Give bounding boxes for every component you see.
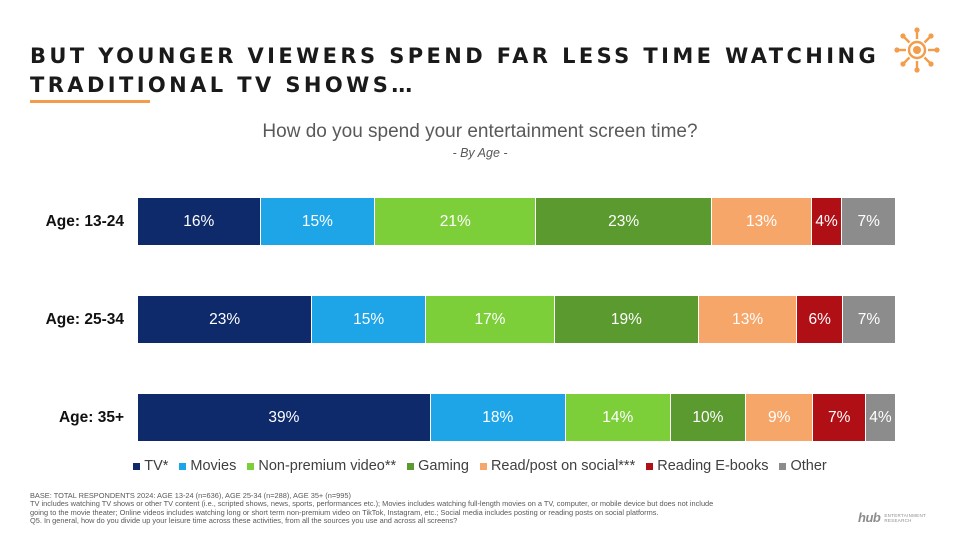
bar-segment: 15% [312,296,427,343]
bar-segment: 9% [745,394,814,441]
footnotes: BASE: TOTAL RESPONDENTS 2024: AGE 13-24 … [30,492,850,526]
legend-label: Read/post on social*** [490,458,636,474]
bar-segment: 23% [138,296,313,343]
row-label: Age: 35+ [58,409,124,426]
heading-line-1: BUT YOUNGER VIEWERS SPEND FAR LESS TIME … [30,44,880,68]
legend-label: Other [790,458,827,474]
bar-segment: 39% [138,394,431,441]
legend-swatch [646,462,654,470]
bar-segment: 14% [565,394,671,441]
bar-segment: 18% [430,394,566,441]
legend-label: TV* [144,458,169,474]
footnote-definitions-2: going to the movie theater; Online video… [30,508,659,517]
chart-subtitle: - By Age - [452,146,508,160]
legend-item: Movies [179,458,236,474]
footnote-definitions-1: TV includes watching TV shows or other T… [30,500,714,509]
bar-segment: 4% [865,394,896,441]
legend-swatch [407,462,415,470]
legend-swatch [133,462,141,470]
footnote-question: Q5. In general, how do you divide up you… [30,517,458,526]
bar-segment: 19% [554,296,699,343]
legend-label: Reading E-books [657,458,769,474]
legend-item: TV* [133,458,168,474]
bar-segment: 16% [138,198,261,245]
brand-name: hub [858,510,881,525]
legend-item: Gaming [407,458,469,474]
bar-segment: 7% [842,296,896,343]
legend-swatch [179,462,187,470]
bar-segment: 10% [670,394,746,441]
bar-segment: 13% [712,198,812,245]
legend-item: Other [779,458,827,474]
bar-segment: 23% [536,198,713,245]
bar-segment: 7% [842,198,896,245]
legend-swatch [479,462,487,470]
heading-underline [30,100,150,103]
row-label: Age: 25-34 [45,311,124,328]
chart-legend: TV* Movies Non-premium video** Gaming Read/p… [0,458,960,474]
legend-swatch [247,462,255,470]
bar-segment: 7% [813,394,866,441]
sun-logo-icon [894,27,940,73]
legend-item: Reading E-books [646,458,768,474]
legend-label: Movies [190,458,237,474]
legend-label: Gaming [418,458,469,474]
legend-label: Non-premium video** [258,458,397,474]
slide-heading: BUT YOUNGER VIEWERS SPEND FAR LESS TIME … [30,42,879,100]
legend-item: Read/post on social*** [479,458,636,474]
heading-line-2: TRADITIONAL TV SHOWS… [30,73,416,97]
bar-segment: 21% [375,198,537,245]
bar-segment: 4% [811,198,843,245]
bar-segment: 15% [260,198,376,245]
brand-tagline: ENTERTAINMENT RESEARCH [884,512,926,523]
bar-segment: 17% [426,296,555,343]
legend-swatch [779,462,787,470]
footnote-base: BASE: TOTAL RESPONDENTS 2024: AGE 13-24 … [30,492,351,500]
chart-title: How do you spend your entertainment scre… [262,121,698,142]
bar-segment: 13% [698,296,798,343]
bar-segment: 6% [797,296,843,343]
brand-logo: hub ENTERTAINMENT RESEARCH [858,510,926,525]
row-label: Age: 13-24 [45,213,124,230]
legend-item: Non-premium video** [247,458,396,474]
